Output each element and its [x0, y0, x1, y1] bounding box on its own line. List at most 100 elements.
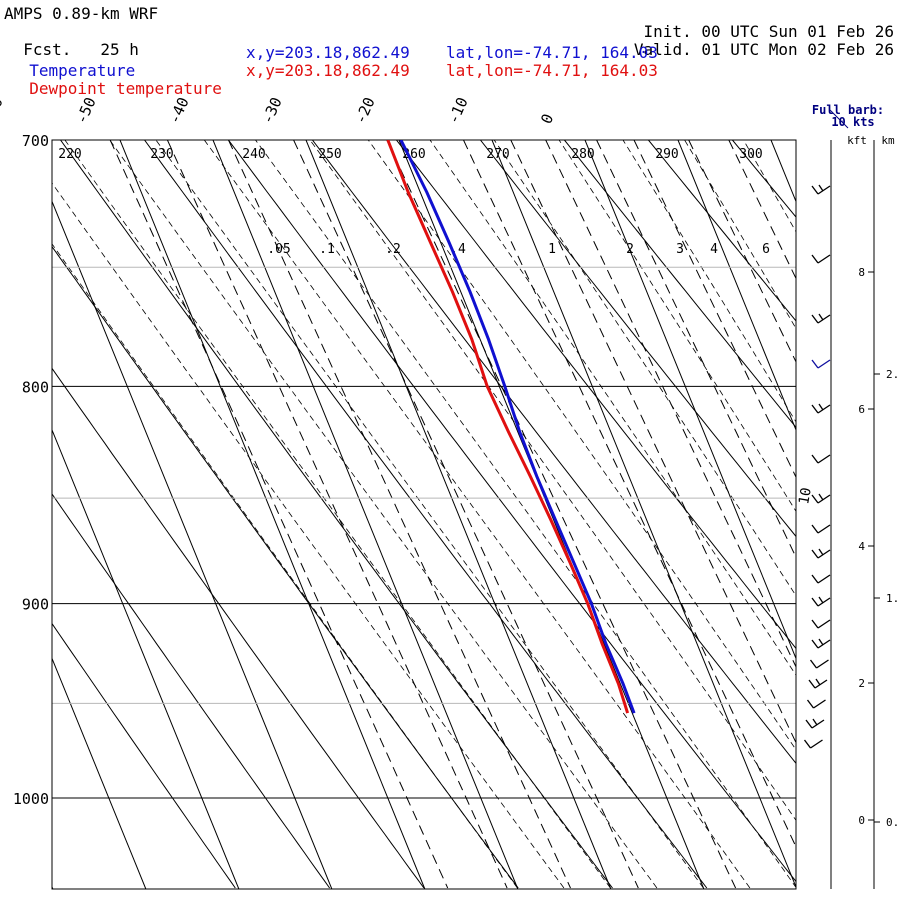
temperature-trace — [399, 140, 636, 714]
isotherm-line — [52, 657, 147, 889]
wind-barb — [811, 596, 831, 607]
moist-adiabat-line — [800, 140, 900, 888]
init-label: Init. — [643, 22, 692, 41]
km-tick-label: 1. — [886, 592, 899, 605]
dry-adiabat-line — [144, 140, 708, 889]
model-title: AMPS 0.89-km WRF — [4, 4, 159, 23]
pressure-label: 700 — [22, 132, 49, 150]
mixing-ratio-label: .1 — [319, 242, 335, 257]
dry-adiabat-line — [816, 140, 900, 888]
forecast-hour: Fcst. 25 h — [4, 23, 139, 59]
wind-barb — [811, 619, 831, 629]
km-label: km — [881, 134, 895, 147]
wind-barb — [811, 638, 831, 649]
theta-label: 220 — [58, 147, 81, 162]
moist-adiabat-line — [854, 140, 900, 888]
isotherm-line — [677, 140, 796, 432]
legend-dewpoint-xy: x,y=203.18,862.49 — [246, 61, 410, 80]
mixing-ratio-line — [510, 140, 796, 744]
legend-dewpoint-name: Dewpoint temperature — [29, 79, 222, 98]
pressure-label: 900 — [22, 596, 49, 614]
fcst-label: Fcst. — [23, 40, 72, 59]
mixing-ratio-label: 4 — [710, 242, 718, 257]
theta-label: 240 — [242, 147, 265, 162]
mixing-ratio-line — [228, 140, 571, 889]
legend-temperature-name: Temperature — [29, 61, 136, 80]
dry-adiabat-line — [648, 140, 796, 322]
km-tick-label: 0. — [886, 816, 899, 829]
legend-temperature-xy: x,y=203.18,862.49 — [246, 43, 410, 62]
wind-barb — [811, 313, 831, 324]
wind-barb — [803, 739, 823, 749]
mixing-ratio-line — [109, 140, 449, 889]
mixing-ratio-line — [386, 140, 737, 889]
isotherm-line — [52, 428, 240, 889]
theta-label: 300 — [739, 147, 762, 162]
dry-adiabat-line — [732, 140, 796, 218]
kft-tick-label: 4 — [858, 540, 865, 553]
isotherm-line — [52, 885, 54, 889]
theta-label: 290 — [655, 147, 678, 162]
mixing-ratio-label: 3 — [676, 242, 684, 257]
legend-dewpoint-latlon: lat,lon=-74.71, 164.03 — [446, 61, 658, 80]
theta-label: 280 — [571, 147, 594, 162]
dry-adiabat-line — [60, 140, 613, 889]
dry-adiabat-line — [52, 367, 425, 889]
moist-adiabat-line — [309, 140, 796, 822]
mixing-ratio-line — [545, 140, 796, 669]
wind-barb — [811, 493, 831, 504]
temperature-label: -20 — [351, 95, 378, 127]
isotherm-line — [52, 200, 333, 889]
temperature-label: -50 — [72, 95, 99, 127]
temperature-label: 0 — [537, 111, 557, 127]
mixing-ratio-label: 1 — [548, 242, 556, 257]
dry-adiabat-line — [396, 140, 796, 650]
isotherm-line — [305, 140, 612, 889]
wind-barb — [811, 454, 831, 464]
kft-tick-label: 0 — [858, 814, 865, 827]
wind-barb — [811, 254, 831, 264]
theta-label: 270 — [486, 147, 509, 162]
moist-adiabat-line — [622, 140, 796, 423]
height-axis: kft km — [830, 134, 895, 889]
moist-adiabat-line — [255, 140, 796, 889]
pressure-label: 1000 — [13, 790, 49, 808]
mixing-ratio-label: 2 — [626, 242, 634, 257]
theta-label: 250 — [318, 147, 341, 162]
barb-legend-title: Full barb: — [812, 103, 884, 117]
isotherm-line — [119, 140, 426, 889]
barb-legend-shaft — [829, 109, 849, 129]
kft-tick-label: 6 — [858, 403, 865, 416]
mixing-ratio-label: .05 — [267, 242, 290, 257]
moist-adiabat-line — [52, 182, 565, 889]
chart-annotation: 10 — [796, 486, 815, 505]
isotherm-line — [864, 140, 900, 889]
temperature-label: -30 — [258, 95, 285, 127]
mixing-ratio-line — [293, 140, 639, 889]
init-time: Init. 00 UTC Sun 01 Feb 26 — [624, 5, 894, 41]
temperature-label: -60 — [0, 95, 7, 127]
moist-adiabat-line — [52, 243, 518, 889]
barb-legend: Full barb: 10 kts — [812, 103, 884, 129]
fcst-value: 25 h — [100, 40, 139, 59]
dry-adiabat-line — [564, 140, 796, 429]
dewpoint-temperature-trace — [386, 140, 630, 714]
dry-adiabat-line — [52, 622, 236, 889]
valid-value: 01 UTC Mon 02 Feb 26 — [701, 40, 894, 59]
plot-frame — [51, 139, 797, 890]
moist-adiabat-line — [684, 140, 796, 330]
wind-barb — [808, 678, 828, 689]
isotherm-line — [770, 140, 796, 203]
moist-adiabat-line — [203, 140, 751, 889]
wind-barb — [811, 574, 831, 584]
km-tick-label: 2. — [886, 368, 899, 381]
dry-adiabat-line — [312, 140, 796, 765]
kft-tick-label: 2 — [858, 677, 865, 690]
barb-legend-value: 10 kts — [831, 115, 874, 129]
isotherm-line — [584, 140, 796, 660]
mixing-ratio-label: .2 — [385, 242, 401, 257]
valid-time: Valid. 01 UTC Mon 02 Feb 26 — [615, 23, 894, 59]
legend-temperature-latlon: lat,lon=-74.71, 164.03 — [446, 43, 658, 62]
wind-barb — [811, 359, 831, 369]
moist-adiabat-line — [367, 140, 796, 751]
